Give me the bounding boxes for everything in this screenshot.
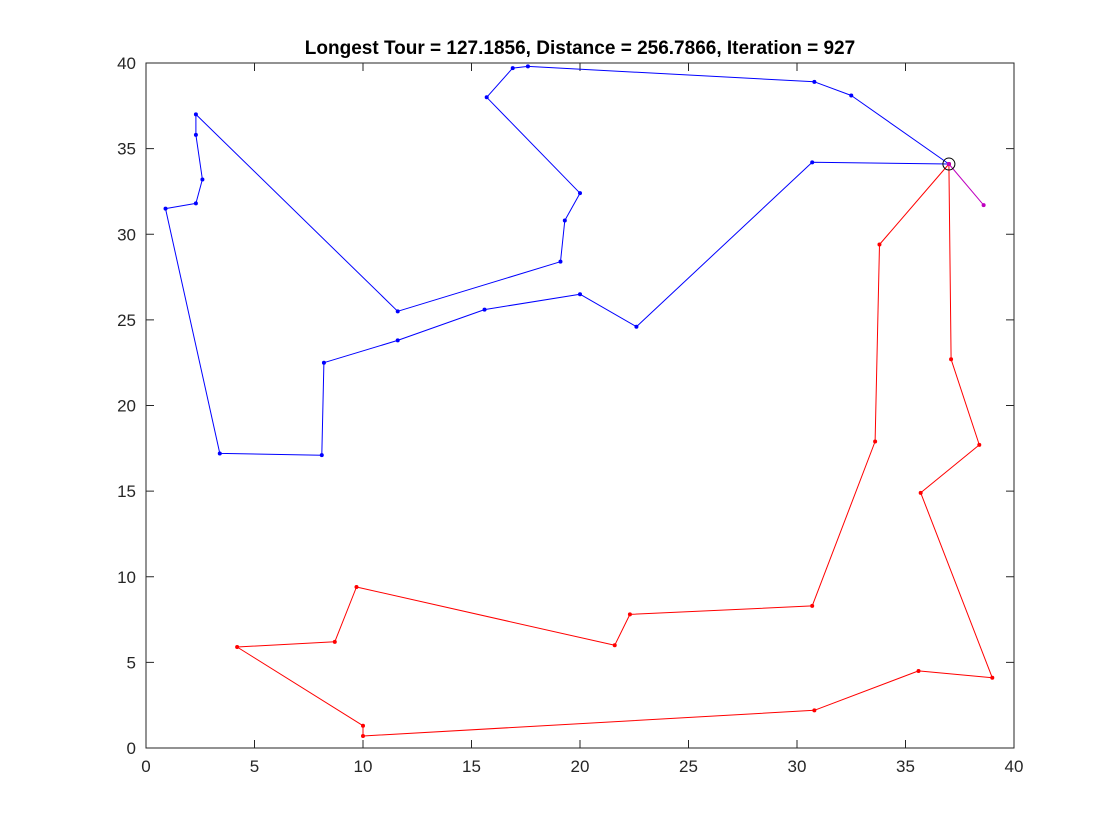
route-point bbox=[812, 79, 817, 84]
route-point bbox=[612, 643, 617, 648]
y-tick-label: 15 bbox=[117, 482, 136, 501]
depot-marker bbox=[942, 157, 956, 171]
route-point bbox=[812, 708, 817, 713]
route-point bbox=[949, 357, 954, 362]
route-point bbox=[946, 162, 951, 167]
route-point bbox=[217, 451, 222, 456]
route-line-2 bbox=[948, 163, 984, 206]
route-point bbox=[332, 639, 337, 644]
x-tick-label: 15 bbox=[462, 757, 481, 776]
route-point bbox=[200, 177, 205, 182]
route-point bbox=[510, 66, 515, 71]
route-point bbox=[354, 585, 359, 590]
route-point bbox=[482, 307, 487, 312]
chart-title: Longest Tour = 127.1856, Distance = 256.… bbox=[305, 38, 855, 59]
route-point bbox=[981, 203, 986, 208]
route-series-0 bbox=[163, 64, 951, 458]
plot-area: 0 5 10 15 20 25 30 35 40 0 5 10 15 20 25 30 35 40 bbox=[117, 54, 1023, 776]
route-point bbox=[977, 442, 982, 447]
y-tick-label: 30 bbox=[117, 225, 136, 244]
y-tick-label: 0 bbox=[127, 739, 136, 758]
route-series-2 bbox=[946, 162, 986, 208]
route-point bbox=[193, 132, 198, 137]
series-layer bbox=[163, 64, 995, 739]
route-point bbox=[873, 439, 878, 444]
route-point bbox=[578, 191, 582, 196]
plot-frame bbox=[145, 62, 1015, 749]
route-point bbox=[395, 338, 400, 343]
y-axis: 0 5 10 15 20 25 30 35 40 bbox=[117, 54, 1014, 758]
y-tick-label: 25 bbox=[117, 311, 136, 330]
route-point bbox=[877, 242, 882, 247]
route-point bbox=[627, 612, 632, 617]
route-point bbox=[525, 64, 530, 69]
route-point bbox=[193, 112, 198, 117]
route-series-1 bbox=[235, 162, 995, 739]
route-point bbox=[562, 218, 567, 223]
route-point bbox=[810, 160, 815, 165]
x-tick-label: 5 bbox=[250, 757, 259, 776]
route-point bbox=[193, 201, 198, 206]
route-point bbox=[558, 259, 563, 264]
x-tick-label: 40 bbox=[1005, 757, 1024, 776]
route-point bbox=[810, 603, 815, 608]
route-line-0 bbox=[165, 65, 950, 456]
route-point bbox=[578, 292, 582, 297]
x-tick-label: 10 bbox=[354, 757, 373, 776]
y-tick-label: 40 bbox=[117, 54, 136, 73]
route-point bbox=[361, 734, 365, 739]
y-tick-label: 10 bbox=[117, 568, 136, 587]
route-point bbox=[849, 93, 854, 98]
route-point bbox=[163, 206, 168, 211]
route-point bbox=[395, 309, 400, 314]
route-point bbox=[361, 723, 365, 728]
route-point bbox=[484, 95, 489, 100]
route-point bbox=[916, 668, 921, 673]
y-tick-label: 20 bbox=[117, 397, 136, 416]
route-point bbox=[321, 360, 326, 365]
route-point bbox=[634, 324, 639, 329]
route-point bbox=[319, 453, 324, 458]
x-axis: 0 5 10 15 20 25 30 35 40 bbox=[141, 63, 1023, 776]
x-tick-label: 30 bbox=[788, 757, 807, 776]
route-line-1 bbox=[236, 163, 993, 737]
x-tick-label: 20 bbox=[571, 757, 590, 776]
x-tick-label: 25 bbox=[679, 757, 698, 776]
route-point bbox=[990, 675, 995, 680]
route-point bbox=[918, 490, 923, 495]
route-point bbox=[235, 644, 240, 649]
x-tick-label: 35 bbox=[896, 757, 915, 776]
x-tick-label: 0 bbox=[141, 757, 150, 776]
y-tick-label: 5 bbox=[127, 653, 136, 672]
y-tick-label: 35 bbox=[117, 140, 136, 159]
